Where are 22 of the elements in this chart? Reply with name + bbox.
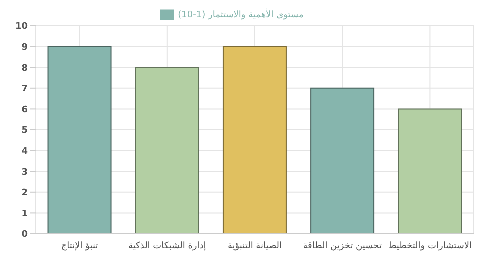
y-tick-label: 9: [22, 42, 28, 53]
y-tick-label: 4: [22, 146, 28, 157]
x-tick-label: الاستشارات والتخطيط: [388, 241, 472, 252]
bar: [222, 46, 287, 234]
y-tick-label: 7: [22, 84, 28, 95]
bar: [398, 108, 462, 234]
x-tick-label: تنبؤ الإنتاج: [61, 241, 99, 252]
bar: [48, 46, 112, 234]
legend-label: مستوى الأهمية والاستثمار (1-10): [178, 10, 304, 20]
bar: [135, 67, 200, 234]
y-tick-label: 6: [22, 105, 28, 116]
y-tick-label: 2: [22, 188, 28, 199]
y-tick-label: 8: [22, 64, 28, 74]
x-tick-label: إدارة الشبكات الذكية: [128, 241, 206, 252]
bar: [310, 88, 375, 234]
x-tick-label: الصيانة التنبؤية: [228, 241, 282, 252]
y-tick-label: 0: [22, 230, 28, 240]
y-tick-label: 5: [22, 126, 28, 136]
y-tick-label: 1: [22, 209, 28, 220]
y-tick-label: 3: [22, 168, 28, 178]
x-tick-label: تحسين تخزين الطاقة: [303, 241, 382, 252]
y-tick-label: 10: [15, 22, 28, 32]
